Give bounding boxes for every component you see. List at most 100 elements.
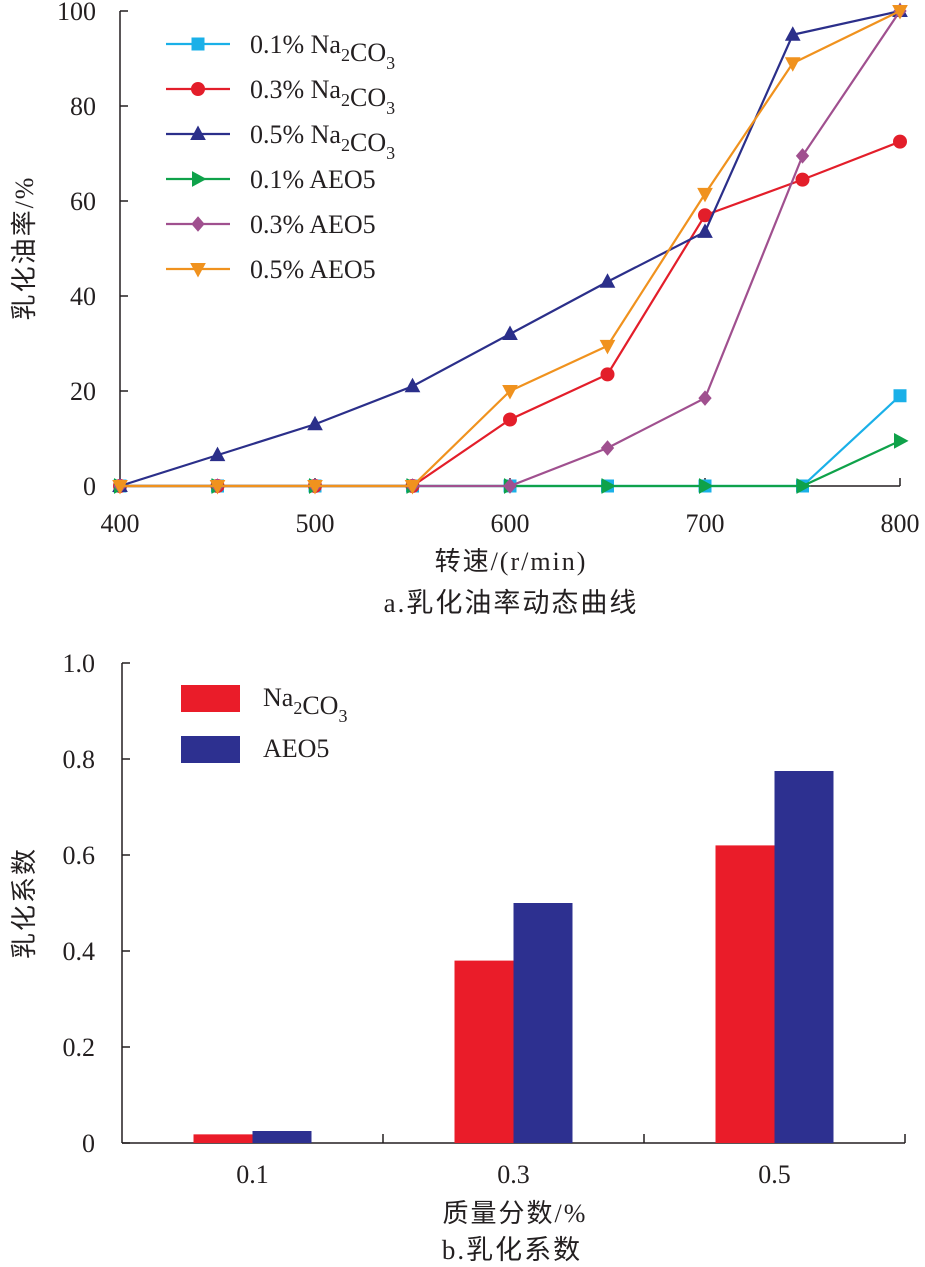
- data-point: [599, 339, 616, 355]
- data-point: [893, 134, 907, 149]
- line-chart-x-tick-label: 600: [491, 509, 530, 538]
- legend-marker: [191, 216, 205, 232]
- line-chart-y-tick-label: 80: [70, 92, 96, 121]
- data-point: [796, 478, 812, 494]
- line-chart-y-axis-title: 乳化油率/%: [10, 176, 39, 321]
- bar: [715, 845, 775, 1143]
- series-line: [120, 140, 901, 488]
- legend-label: 0.1% AEO5: [250, 165, 376, 194]
- bar-chart-y-tick-label: 1.0: [63, 649, 96, 678]
- series-2: [113, 134, 907, 493]
- legend-swatch: [181, 685, 240, 712]
- bar-chart-y-tick-label: 0.6: [63, 841, 96, 870]
- legend-entry-6: 0.5% AEO5: [166, 255, 376, 284]
- legend-entry-5: 0.3% AEO5: [166, 210, 376, 239]
- bar-chart-y-tick-label: 0.2: [63, 1033, 96, 1062]
- legend-marker: [191, 37, 205, 51]
- data-point: [502, 325, 518, 340]
- series-6: [112, 5, 908, 495]
- legend-swatch: [181, 736, 240, 763]
- line-chart-x-tick-label: 400: [101, 509, 140, 538]
- data-point: [698, 390, 712, 406]
- data-point: [697, 223, 713, 238]
- data-point: [502, 385, 518, 400]
- line-chart-y-tick-label: 40: [70, 282, 96, 311]
- bar: [774, 771, 834, 1143]
- legend-label: 0.1% Na2CO3: [250, 30, 395, 73]
- bar-chart-caption: b.乳化系数: [442, 1235, 582, 1265]
- legend-label: AEO5: [263, 734, 329, 763]
- bar: [513, 903, 573, 1143]
- bar: [193, 1134, 253, 1143]
- legend-entry-1: 0.1% Na2CO3: [166, 30, 395, 73]
- legend-label: 0.3% Na2CO3: [250, 75, 395, 118]
- series-1: [113, 389, 907, 493]
- bar-chart-y-tick-label: 0.4: [63, 937, 96, 966]
- line-chart-y-tick-label: 100: [57, 0, 96, 26]
- data-point: [784, 26, 801, 41]
- data-point: [784, 57, 801, 72]
- data-point: [503, 478, 517, 494]
- data-point: [307, 415, 323, 431]
- data-point: [893, 389, 907, 403]
- data-point: [404, 377, 421, 393]
- line-chart-x-axis-title: 转速/(r/min): [435, 547, 588, 576]
- data-point: [600, 367, 615, 382]
- data-point: [209, 480, 226, 495]
- data-point: [503, 412, 517, 427]
- data-point: [795, 148, 810, 164]
- line-chart-x-tick-label: 500: [296, 509, 335, 538]
- data-point: [892, 5, 908, 20]
- data-point: [795, 172, 810, 187]
- bar-chart-category-label: 0.5: [758, 1160, 791, 1189]
- line-chart-caption: a.乳化油率动态曲线: [384, 588, 639, 618]
- data-point: [404, 480, 421, 495]
- data-point: [209, 446, 226, 462]
- bar-series-2: [252, 771, 834, 1143]
- line-chart-series: [112, 2, 909, 495]
- data-point: [601, 478, 617, 494]
- bar-chart-y-tick-label: 0: [82, 1129, 95, 1158]
- line-chart-axes: 0 20 40 60 80 100 400 500 600 700 800: [57, 0, 920, 538]
- legend-label: 0.5% AEO5: [250, 255, 376, 284]
- data-point: [600, 440, 615, 456]
- data-point: [307, 480, 323, 495]
- legend-entry-2: 0.3% Na2CO3: [166, 75, 395, 118]
- legend-label: Na2CO3: [263, 683, 347, 726]
- line-chart-y-tick-label: 0: [83, 472, 96, 501]
- legend-marker: [190, 263, 206, 278]
- line-chart-y-tick-label: 60: [70, 187, 96, 216]
- bar-chart-x-axis-title: 质量分数/%: [443, 1199, 588, 1228]
- bar-chart-y-tick-label: 0.8: [63, 745, 96, 774]
- bar-chart-legend: Na2CO3 AEO5: [181, 683, 347, 763]
- legend-marker: [192, 171, 207, 187]
- bar-legend-entry-2: AEO5: [181, 734, 329, 763]
- legend-label: 0.3% AEO5: [250, 210, 376, 239]
- bar-legend-entry-1: Na2CO3: [181, 683, 347, 726]
- legend-label: 0.5% Na2CO3: [250, 120, 395, 163]
- line-chart-y-tick-label: 20: [70, 377, 96, 406]
- series-line: [120, 394, 901, 488]
- data-point: [599, 273, 616, 288]
- line-chart-x-tick-label: 800: [881, 509, 920, 538]
- bar: [252, 1131, 312, 1143]
- data-point: [699, 478, 714, 494]
- legend-marker: [190, 125, 206, 140]
- bar-chart: 0 0.2 0.4 0.6 0.8 1.0 0.1 0.3 0.5 Na2CO3 AEO5 乳化系…: [10, 649, 906, 1265]
- bar-series-1: [193, 845, 775, 1143]
- bar-chart-category-label: 0.3: [497, 1160, 530, 1189]
- bar-chart-y-axis-title: 乳化系数: [10, 847, 39, 959]
- bar: [454, 960, 514, 1143]
- legend-entry-3: 0.5% Na2CO3: [166, 120, 395, 163]
- bar-chart-bars: [193, 771, 834, 1143]
- legend-marker: [191, 82, 205, 96]
- data-point: [697, 187, 713, 203]
- data-point: [112, 480, 128, 495]
- bar-chart-category-label: 0.1: [236, 1160, 269, 1189]
- line-chart-x-tick-label: 700: [686, 509, 725, 538]
- data-point: [894, 433, 909, 449]
- legend-entry-4: 0.1% AEO5: [166, 165, 376, 194]
